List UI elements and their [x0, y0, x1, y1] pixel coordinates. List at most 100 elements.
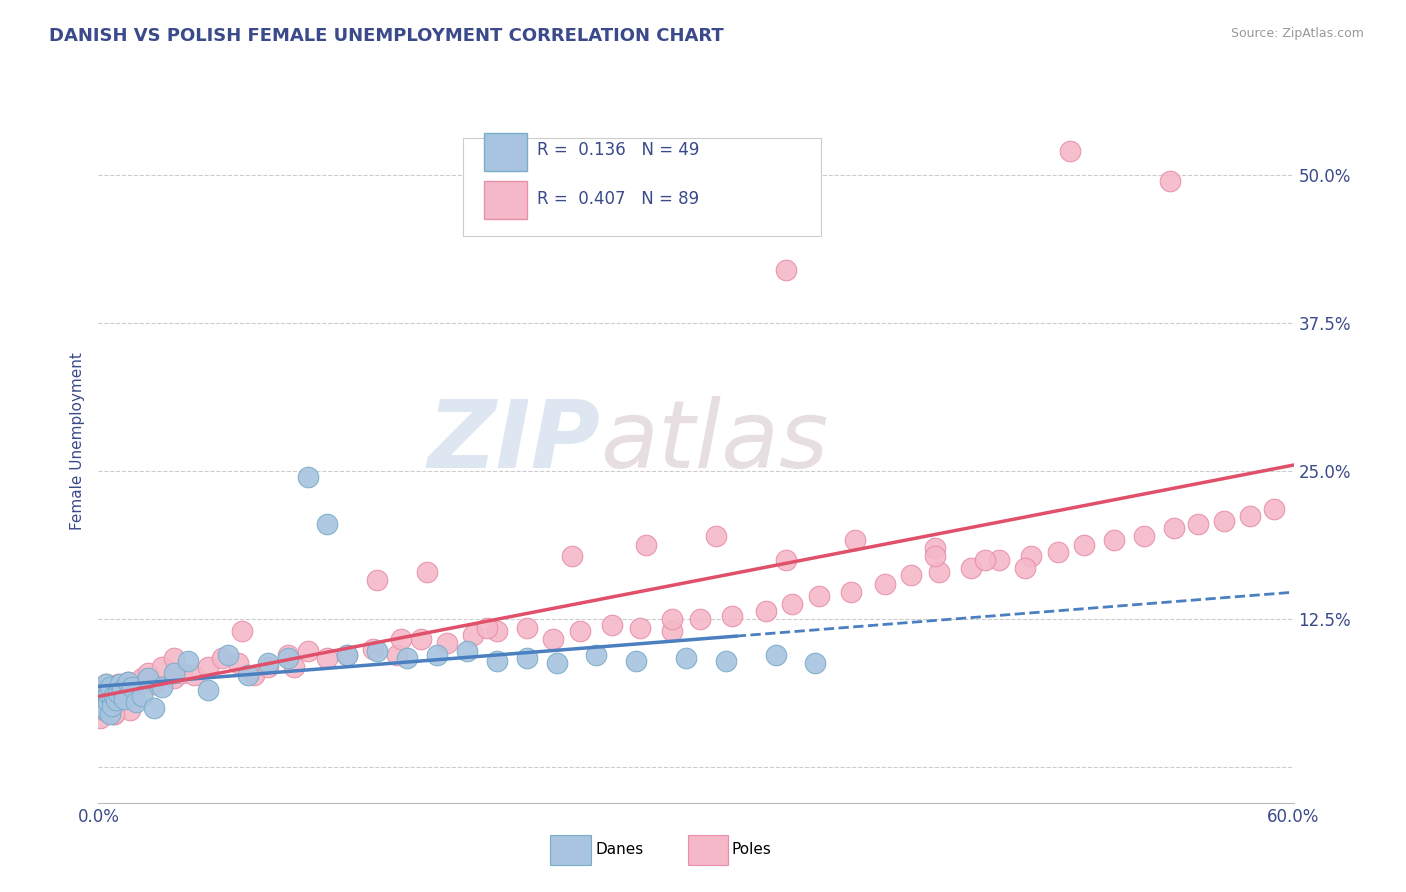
Point	[973, 553, 995, 567]
Point	[93, 689, 115, 703]
Point	[107, 677, 129, 691]
Point	[714, 654, 737, 668]
Point	[125, 695, 148, 709]
Point	[924, 541, 946, 556]
Point	[297, 470, 319, 484]
Point	[804, 656, 827, 670]
Point	[755, 604, 778, 618]
Point	[1059, 145, 1081, 159]
Point	[163, 651, 186, 665]
Point	[775, 553, 797, 567]
Point	[136, 665, 159, 680]
Point	[110, 680, 132, 694]
Point	[389, 632, 412, 647]
Point	[721, 608, 744, 623]
Point	[585, 648, 607, 662]
FancyBboxPatch shape	[550, 835, 591, 865]
Point	[960, 561, 983, 575]
Point	[143, 701, 166, 715]
Point	[211, 651, 233, 665]
Point	[97, 695, 120, 709]
Point	[112, 691, 135, 706]
Point	[96, 703, 118, 717]
Point	[704, 529, 727, 543]
Point	[385, 648, 409, 662]
Point	[110, 677, 132, 691]
Point	[1159, 174, 1181, 188]
Point	[150, 659, 173, 673]
Point	[396, 651, 419, 665]
Text: atlas: atlas	[600, 396, 828, 487]
Point	[107, 686, 129, 700]
Point	[93, 701, 115, 715]
Point	[121, 680, 143, 694]
Point	[366, 644, 388, 658]
FancyBboxPatch shape	[688, 835, 728, 865]
Point	[163, 665, 186, 680]
Point	[96, 677, 118, 691]
Point	[98, 695, 122, 709]
Point	[103, 691, 125, 706]
Point	[1104, 533, 1126, 547]
Point	[236, 668, 259, 682]
Point	[363, 641, 385, 656]
Point	[475, 620, 498, 634]
Point	[96, 698, 118, 713]
Point	[105, 687, 128, 701]
Point	[143, 677, 166, 691]
Point	[111, 683, 134, 698]
Point	[1073, 538, 1095, 552]
Point	[277, 651, 299, 665]
Point	[121, 683, 143, 698]
Point	[125, 680, 148, 694]
Point	[1212, 514, 1234, 528]
Point	[101, 691, 124, 706]
Text: Source: ZipAtlas.com: Source: ZipAtlas.com	[1230, 27, 1364, 40]
Point	[675, 651, 697, 665]
Point	[226, 656, 249, 670]
Point	[516, 620, 538, 634]
Point	[336, 648, 359, 662]
Point	[841, 585, 863, 599]
Point	[516, 651, 538, 665]
Point	[636, 538, 658, 552]
Point	[416, 565, 439, 579]
Point	[163, 672, 186, 686]
Point	[105, 692, 128, 706]
Point	[197, 659, 219, 673]
Point	[1187, 517, 1209, 532]
Point	[844, 533, 866, 547]
Point	[546, 656, 568, 670]
Point	[96, 677, 118, 691]
Point	[297, 644, 319, 658]
Point	[111, 689, 134, 703]
Point	[569, 624, 592, 638]
Point	[316, 651, 339, 665]
Point	[112, 691, 135, 706]
Point	[231, 624, 253, 638]
Point	[217, 648, 239, 662]
Point	[101, 698, 124, 713]
Text: R =  0.407   N = 89: R = 0.407 N = 89	[537, 191, 699, 209]
Point	[1239, 509, 1261, 524]
Point	[91, 683, 114, 698]
Text: R =  0.136   N = 49: R = 0.136 N = 49	[537, 141, 699, 160]
Point	[97, 691, 120, 706]
FancyBboxPatch shape	[485, 133, 527, 170]
Point	[256, 656, 278, 670]
Point	[1263, 502, 1285, 516]
Point	[89, 710, 111, 724]
Point	[602, 618, 624, 632]
Point	[136, 672, 159, 686]
Point	[283, 659, 305, 673]
Point	[485, 654, 508, 668]
Point	[93, 683, 115, 698]
Point	[103, 706, 125, 721]
Point	[89, 691, 111, 706]
Point	[626, 654, 648, 668]
Text: ZIP: ZIP	[427, 395, 600, 488]
Point	[366, 573, 388, 587]
Point	[1014, 561, 1036, 575]
Point	[900, 568, 922, 582]
Point	[117, 675, 139, 690]
